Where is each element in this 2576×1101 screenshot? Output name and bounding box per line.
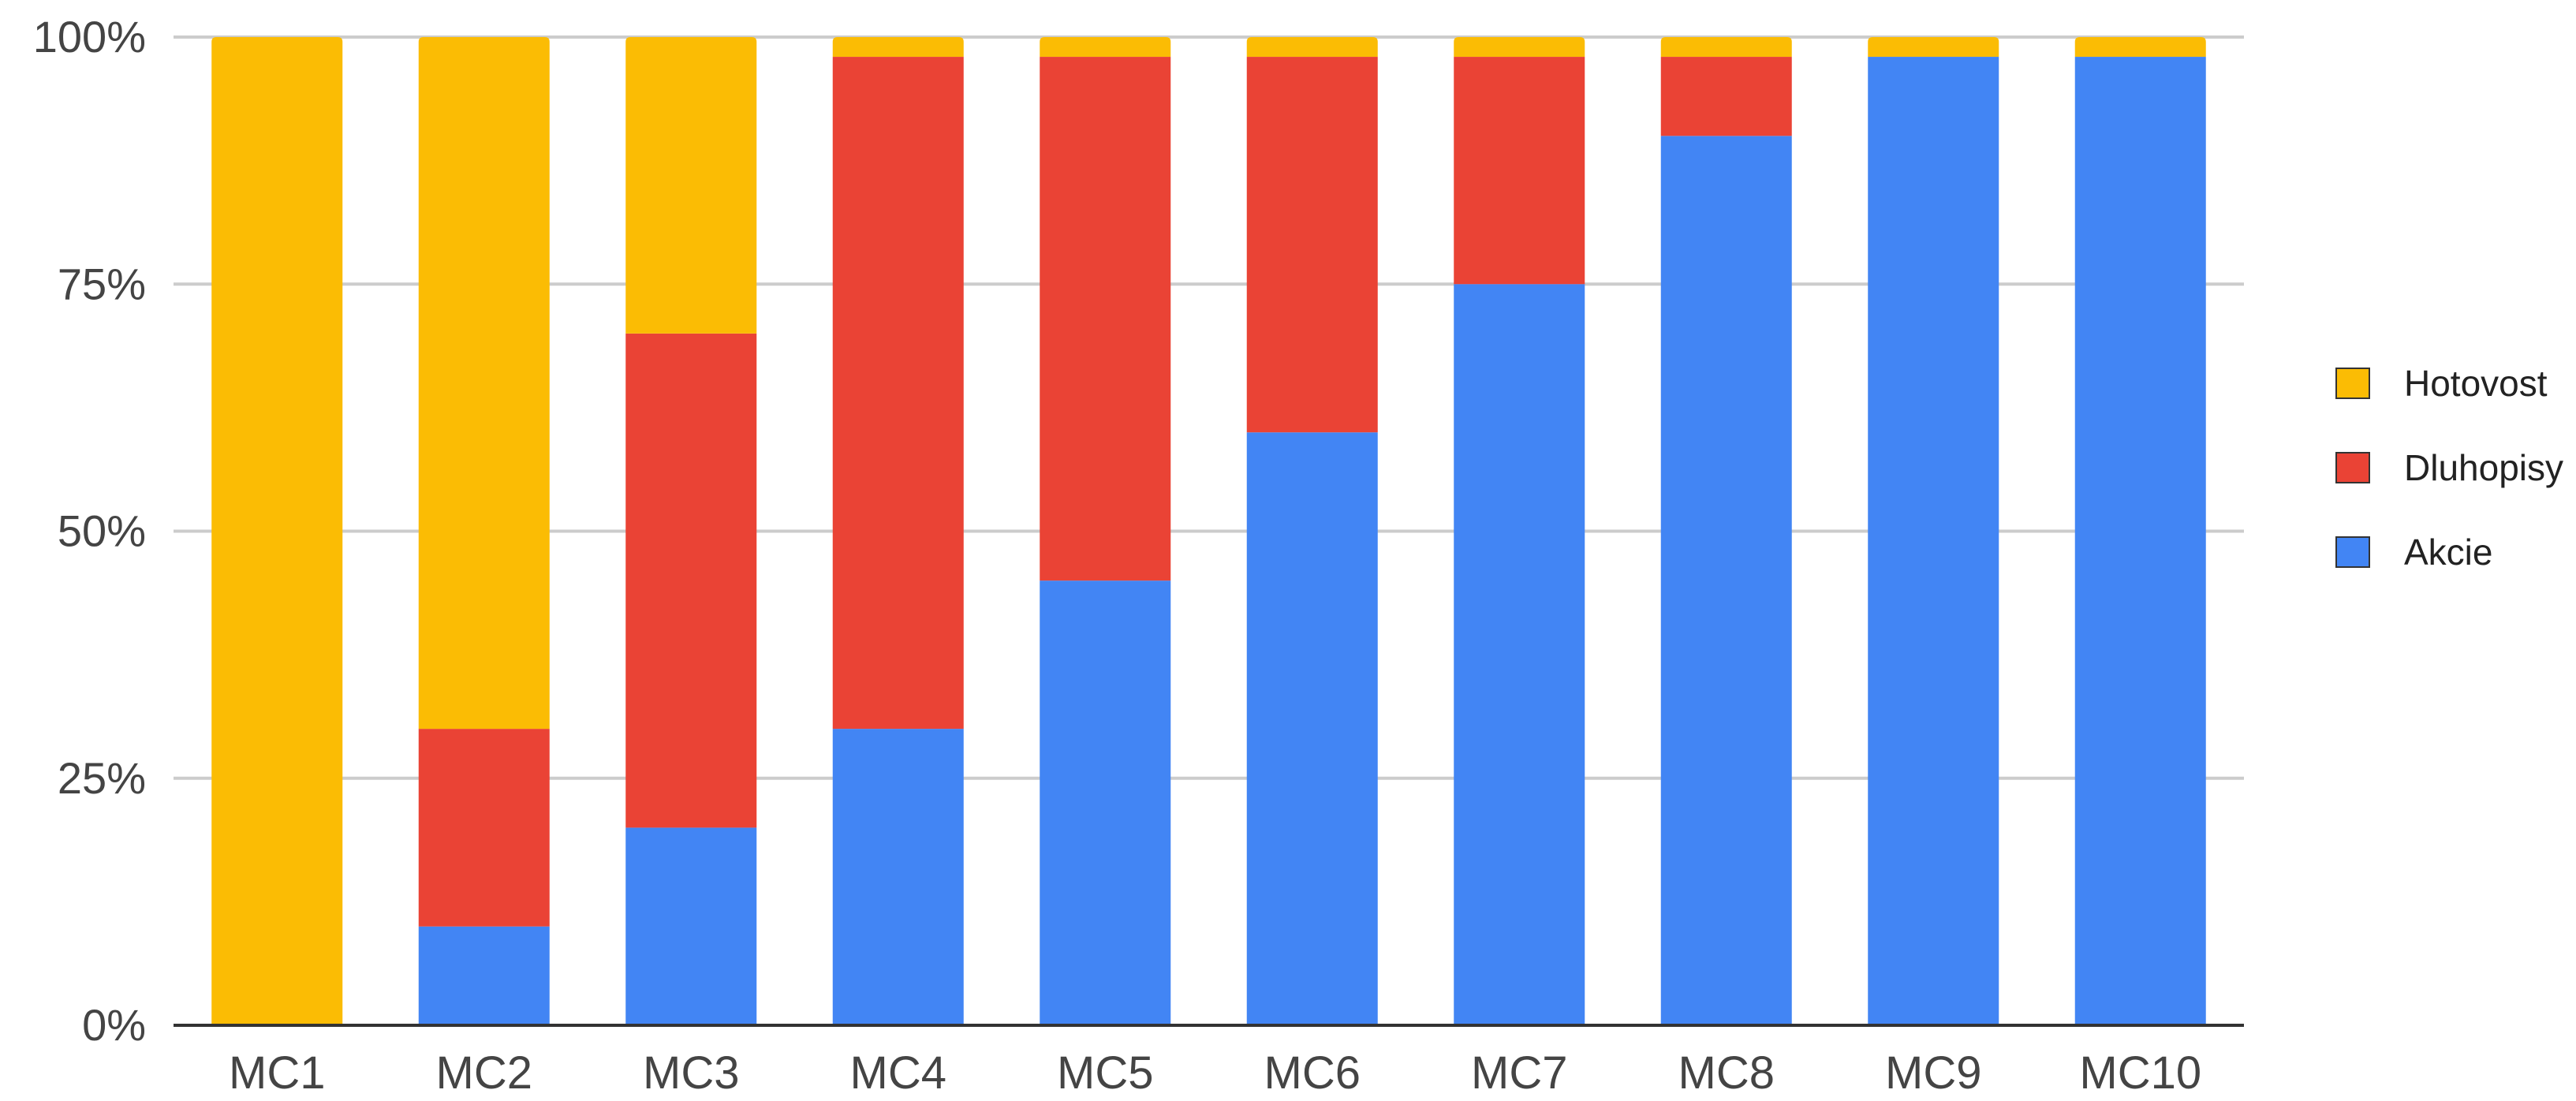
legend-label-dluhopisy: Dluhopisy	[2404, 447, 2563, 488]
bar-mc7-hotovost	[1454, 37, 1585, 58]
bar-mc6-hotovost	[1246, 37, 1378, 58]
bar-mc4-hotovost	[832, 37, 964, 58]
bar-mc8-hotovost	[1660, 37, 1792, 58]
bar-mc8-akcie	[1660, 136, 1792, 1025]
bar-mc3-hotovost	[625, 37, 757, 334]
legend: Hotovost Dluhopisy Akcie	[2335, 363, 2563, 573]
x-tick-label: MC1	[229, 1047, 325, 1097]
bar-mc1-hotovost	[211, 37, 343, 1025]
bar-mc6-akcie	[1246, 432, 1378, 1025]
bar-mc5-hotovost	[1040, 37, 1171, 58]
bar-mc3-akcie	[625, 827, 757, 1025]
y-tick-label: 25%	[58, 753, 146, 803]
bar-mc2-hotovost	[418, 37, 550, 730]
legend-swatch-dluhopisy	[2335, 452, 2370, 483]
bar-mc2-dluhopisy	[418, 729, 550, 927]
y-tick-label: 50%	[58, 506, 146, 556]
x-tick-label: MC5	[1057, 1047, 1153, 1097]
bar-mc2-akcie	[418, 926, 550, 1025]
bar-mc7-akcie	[1454, 284, 1585, 1025]
x-tick-label: MC9	[1885, 1047, 1981, 1097]
legend-swatch-akcie	[2335, 536, 2370, 568]
legend-label-akcie: Akcie	[2404, 532, 2492, 573]
x-tick-label: MC6	[1264, 1047, 1361, 1097]
x-tick-label: MC10	[2079, 1047, 2201, 1097]
bar-mc10-akcie	[2074, 57, 2206, 1025]
bar-mc5-dluhopisy	[1040, 57, 1171, 581]
bar-mc8-dluhopisy	[1660, 57, 1792, 136]
bars-layer	[211, 37, 2206, 1025]
legend-label-hotovost: Hotovost	[2404, 363, 2548, 404]
bar-mc10-hotovost	[2074, 37, 2206, 58]
y-tick-label: 0%	[82, 1000, 146, 1050]
x-tick-label: MC2	[436, 1047, 532, 1097]
bar-mc4-akcie	[832, 729, 964, 1025]
bar-mc7-dluhopisy	[1454, 57, 1585, 285]
y-tick-label: 75%	[58, 259, 146, 308]
x-tick-label: MC7	[1471, 1047, 1567, 1097]
bar-mc9-hotovost	[1868, 37, 1999, 58]
bar-mc9-akcie	[1868, 57, 1999, 1025]
y-tick-label: 100%	[33, 12, 146, 62]
x-tick-label: MC4	[850, 1047, 946, 1097]
bar-mc3-dluhopisy	[625, 333, 757, 828]
x-tick-label: MC3	[643, 1047, 739, 1097]
axis-layer: 0% 25% 50% 75% 100% MC1 MC2 MC3 MC4 MC5 MC6 MC7 MC8 M…	[33, 12, 2244, 1099]
bar-mc4-dluhopisy	[832, 57, 964, 730]
bar-mc6-dluhopisy	[1246, 57, 1378, 433]
x-tick-label: MC8	[1678, 1047, 1775, 1097]
legend-swatch-hotovost	[2335, 368, 2370, 399]
bar-mc5-akcie	[1040, 580, 1171, 1025]
